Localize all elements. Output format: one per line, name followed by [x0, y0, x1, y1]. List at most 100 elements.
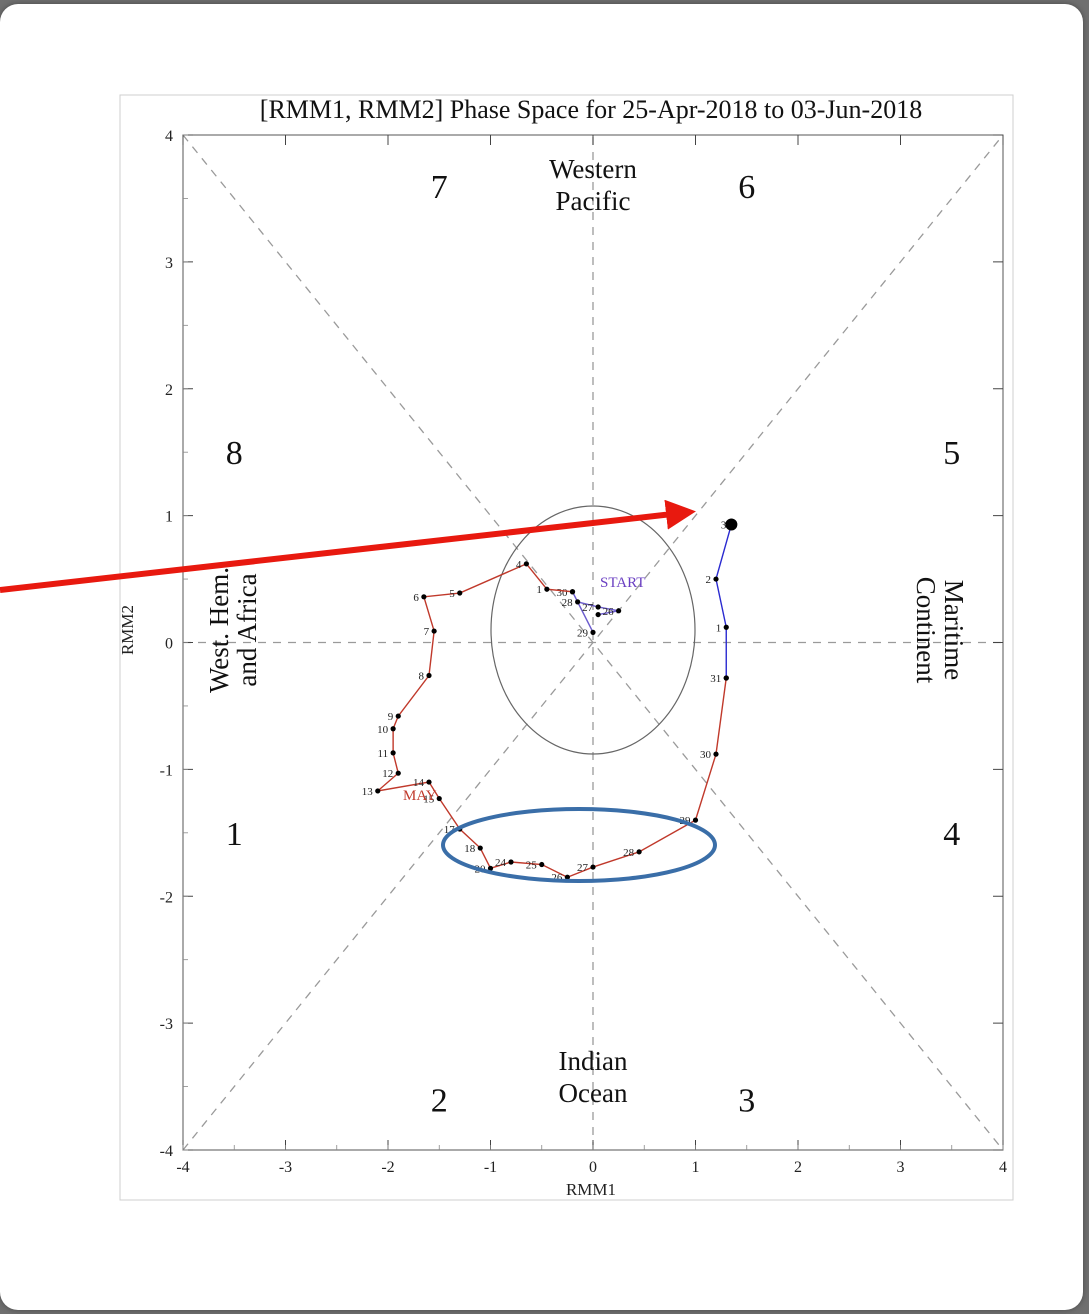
data-point: [595, 604, 601, 610]
data-point-label: 24: [495, 857, 507, 869]
data-point-label: 3: [721, 520, 727, 532]
y-tick-label: 1: [165, 509, 173, 526]
series-line-0: [571, 591, 619, 633]
data-point-label: 5: [449, 588, 455, 600]
data-point: [390, 750, 396, 756]
data-point-label: 1: [536, 584, 542, 596]
data-point: [539, 861, 545, 868]
data-point: [564, 874, 570, 880]
data-point-label: 28: [562, 597, 574, 609]
data-point: [477, 845, 483, 851]
data-point-label: 14: [413, 777, 425, 789]
grid-layer: [182, 134, 1004, 1151]
data-point-label: 4: [516, 559, 522, 571]
data-point: [723, 675, 729, 681]
y-tick-label: -3: [160, 1016, 173, 1033]
series-line-2: [715, 524, 733, 679]
data-point: [723, 624, 729, 630]
region-right-line1: Maritime: [939, 580, 969, 680]
data-point-label: 6: [413, 592, 419, 604]
y-tick-label: 2: [165, 382, 173, 399]
data-point: [523, 561, 529, 567]
phase-label-8: 8: [226, 435, 243, 472]
data-point-label: 11: [378, 748, 389, 760]
data-point: [595, 611, 601, 618]
x-tick-label: 3: [897, 1159, 905, 1176]
start-label: START: [600, 575, 645, 591]
month-label: MAY: [403, 788, 437, 804]
data-point-label: 15: [423, 794, 435, 806]
red-arrow: [0, 499, 696, 593]
data-point-label: 28: [623, 847, 635, 859]
y-tick-label: -4: [160, 1143, 173, 1160]
region-left-line1: West. Hem.: [204, 567, 234, 693]
phase-label-3: 3: [738, 1082, 755, 1119]
x-tick-label: 2: [794, 1159, 802, 1176]
phase-label-4: 4: [943, 816, 960, 853]
data-point-label: 27: [582, 602, 594, 614]
region-left-line2: and Africa: [232, 573, 262, 686]
data-point-label: 2: [706, 574, 712, 586]
data-point: [487, 865, 494, 871]
x-tick-label: 4: [999, 1159, 1007, 1176]
data-point-label: 13: [362, 786, 374, 798]
y-tick-label: -1: [160, 762, 173, 779]
region-top-line2: Pacific: [556, 186, 631, 216]
data-point-label: 27: [577, 862, 589, 874]
data-point-label: 12: [382, 768, 393, 780]
data-point: [390, 726, 396, 732]
y-tick-label: 0: [165, 636, 173, 653]
data-point: [431, 628, 437, 634]
region-bottom-line1: Indian: [559, 1046, 628, 1076]
data-point-label: 18: [464, 843, 476, 855]
data-point-label: 25: [526, 860, 538, 872]
region-bottom: Indian Ocean: [559, 1046, 628, 1108]
data-point-label: 9: [388, 711, 394, 723]
data-point: [713, 576, 719, 582]
data-point-label: 10: [377, 724, 389, 736]
grid-line-diagonal: [182, 134, 1004, 1151]
data-point: [569, 589, 576, 595]
x-tick-label: -2: [381, 1159, 394, 1176]
phase-label-1: 1: [226, 816, 243, 853]
data-point: [395, 770, 401, 776]
data-point: [421, 594, 427, 600]
data-point: [436, 795, 442, 802]
data-point: [426, 672, 432, 679]
data-point: [426, 779, 432, 785]
chart-title: [RMM1, RMM2] Phase Space for 25-Apr-2018…: [260, 95, 922, 124]
phase-label-7: 7: [431, 169, 448, 206]
data-point: [725, 518, 738, 531]
chart-card: [0, 4, 1083, 1310]
data-point: [636, 849, 642, 855]
data-point: [395, 713, 401, 719]
region-top-line1: Western: [549, 154, 637, 184]
data-point: [375, 788, 381, 794]
x-tick-label: 1: [692, 1159, 700, 1176]
data-point: [575, 599, 581, 605]
y-tick-label: -2: [160, 889, 173, 906]
data-point-label: 17: [444, 824, 456, 836]
x-axis-title: RMM1: [566, 1180, 616, 1199]
data-point-label: 26: [603, 606, 615, 618]
region-bottom-line2: Ocean: [559, 1078, 628, 1108]
data-point-label: 1: [716, 622, 722, 634]
data-point: [508, 859, 514, 865]
data-point-label: 7: [424, 626, 430, 638]
data-point-label: 30: [557, 587, 569, 599]
data-point-label: 30: [700, 749, 712, 761]
y-tick-label: 3: [165, 255, 173, 272]
data-point: [590, 629, 596, 635]
data-point: [544, 586, 550, 592]
data-point: [590, 864, 596, 870]
data-point: [457, 590, 463, 596]
data-point-label: 8: [419, 670, 425, 682]
data-point: [616, 608, 622, 614]
data-point: [692, 817, 699, 823]
region-top: Western Pacific: [549, 154, 637, 216]
phase-label-5: 5: [943, 435, 960, 472]
